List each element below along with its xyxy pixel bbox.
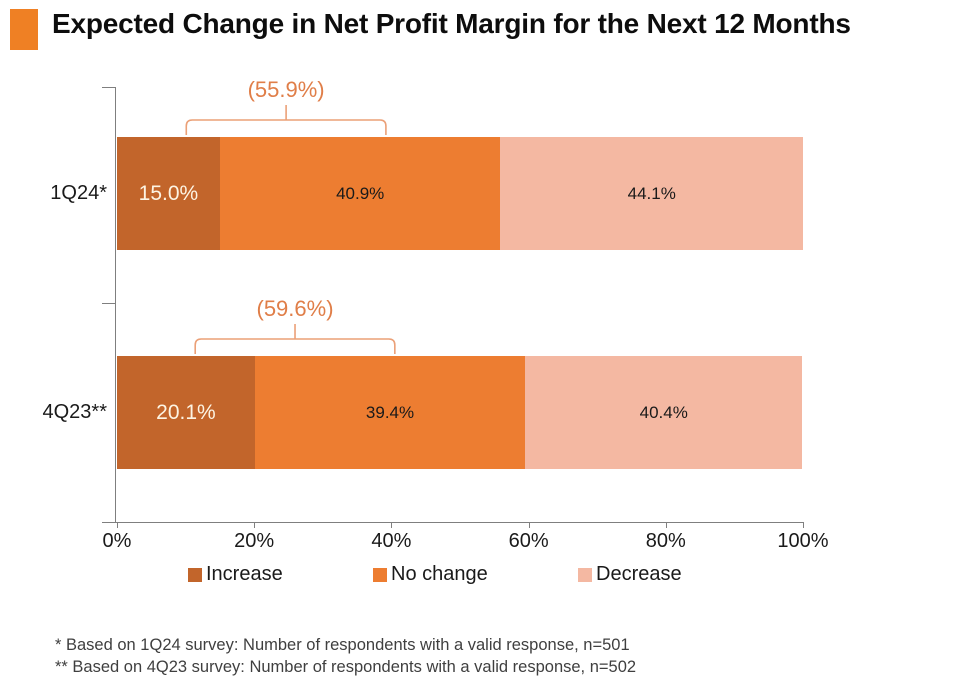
x-axis-tick <box>391 522 393 528</box>
bar-segment: 44.1% <box>500 137 803 250</box>
bar-segment: 40.4% <box>525 356 803 469</box>
annotation-label: (55.9%) <box>247 77 325 102</box>
x-axis-tick <box>665 522 667 528</box>
x-axis-tick-label: 40% <box>371 530 412 552</box>
footnotes: * Based on 1Q24 survey: Number of respon… <box>55 634 636 678</box>
bar-segment-label: 44.1% <box>627 183 676 203</box>
bar-segment-label: 40.9% <box>336 183 385 203</box>
legend-swatch <box>188 568 202 582</box>
y-axis-tick <box>102 87 116 88</box>
x-axis-line <box>115 522 803 523</box>
y-axis-line <box>115 87 116 522</box>
bar-segment: 20.1% <box>117 356 255 469</box>
bar-segment: 40.9% <box>219 137 501 250</box>
bar-segment-label: 40.4% <box>639 402 688 422</box>
x-axis-tick-label: 20% <box>234 530 275 552</box>
legend-swatch <box>578 568 592 582</box>
footnote-1q24: * Based on 1Q24 survey: Number of respon… <box>55 636 630 654</box>
legend-label: Increase <box>206 563 283 585</box>
legend-label: No change <box>391 563 488 585</box>
x-axis-tick <box>254 522 256 528</box>
bar-segment-label: 20.1% <box>156 400 216 424</box>
bar-segment: 39.4% <box>254 356 526 469</box>
x-axis-tick <box>528 522 530 528</box>
x-axis-tick <box>803 522 804 528</box>
bar-segment-label: 39.4% <box>365 402 415 422</box>
chart-header: Expected Change in Net Profit Margin for… <box>0 0 954 60</box>
category-label: 4Q23** <box>42 400 108 423</box>
legend-label: Decrease <box>596 563 682 585</box>
x-axis-tick-label: 80% <box>645 530 686 552</box>
bar-segment: 15.0% <box>117 137 220 250</box>
annotation-label: (59.6%) <box>256 296 334 321</box>
y-axis-tick <box>102 522 116 523</box>
x-axis-tick-label: 0% <box>102 530 132 552</box>
bar-segment-label: 15.0% <box>138 181 199 205</box>
legend-swatch <box>373 568 387 582</box>
annotation-brace <box>194 324 396 354</box>
x-axis-tick-label: 60% <box>508 530 549 552</box>
category-label: 1Q24* <box>50 181 107 204</box>
y-axis-tick <box>102 303 116 304</box>
chart-title: Expected Change in Net Profit Margin for… <box>52 8 851 39</box>
x-axis-tick-label: 100% <box>777 530 829 552</box>
title-marker-bar <box>10 9 38 50</box>
footnote-4q23: ** Based on 4Q23 survey: Number of respo… <box>55 658 637 676</box>
x-axis-tick <box>117 522 118 528</box>
annotation-brace <box>185 105 387 135</box>
